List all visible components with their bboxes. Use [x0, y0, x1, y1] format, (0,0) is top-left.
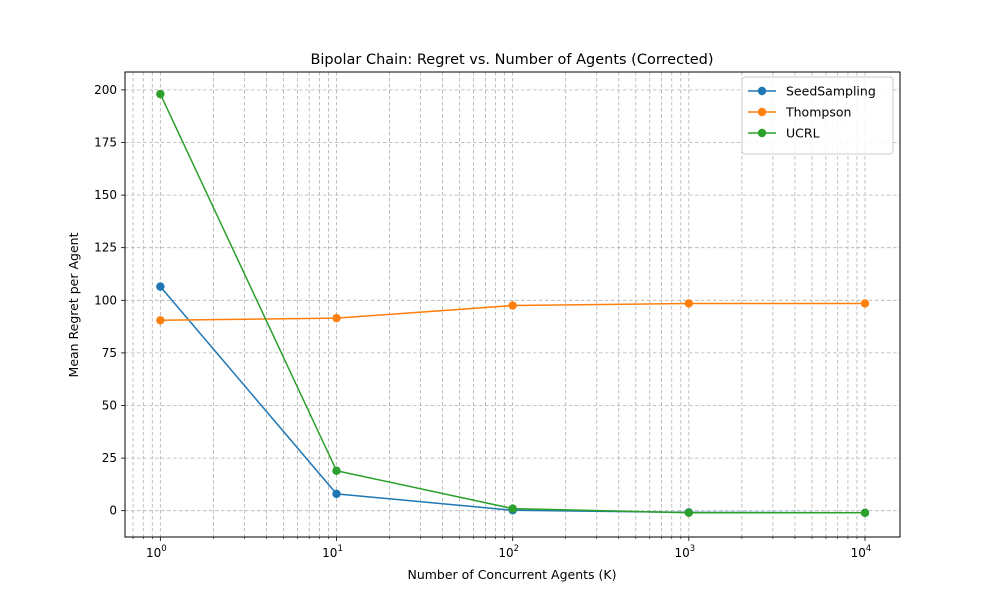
- y-tick-label: 0: [109, 504, 117, 518]
- x-tick-base: 10: [322, 546, 337, 560]
- y-axis: 0 25 50 75 100 125 150 175 200: [94, 83, 125, 518]
- x-axis: 100 101 102 103 104: [132, 537, 872, 560]
- legend-marker-thompson: [757, 107, 767, 117]
- x-tick-exponent: 0: [161, 544, 166, 554]
- x-axis-label: Number of Concurrent Agents (K): [407, 567, 616, 582]
- data-point-thompson: [332, 313, 341, 323]
- y-tick-label: 100: [94, 293, 117, 307]
- y-tick-label: 200: [94, 83, 117, 97]
- x-tick-base: 10: [498, 546, 513, 560]
- data-point-ucrl: [332, 466, 341, 475]
- x-tick-base: 10: [146, 546, 161, 560]
- y-tick-label: 75: [102, 346, 117, 360]
- y-tick-label: 175: [94, 135, 117, 149]
- y-tick-label: 50: [102, 398, 117, 412]
- data-point-ucrl: [508, 504, 517, 513]
- y-tick-label: 125: [94, 241, 117, 255]
- chart-title: Bipolar Chain: Regret vs. Number of Agen…: [310, 52, 713, 68]
- data-point-thompson: [860, 299, 870, 308]
- data-point-thompson: [156, 316, 165, 325]
- x-tick-label: 102: [498, 544, 519, 560]
- x-tick-label: 100: [146, 544, 167, 560]
- x-tick-exponent: 4: [866, 544, 871, 554]
- legend-label-ucrl: UCRL: [786, 126, 820, 141]
- legend-marker-ucrl: [757, 128, 767, 138]
- x-tick-exponent: 3: [690, 544, 695, 554]
- x-tick-exponent: 2: [514, 544, 519, 554]
- legend-label-seedsampling: SeedSampling: [786, 84, 876, 99]
- x-tick-exponent: 1: [337, 544, 342, 554]
- data-point-seedsampling: [332, 489, 341, 499]
- y-tick-label: 150: [94, 188, 117, 202]
- legend-marker-seedsampling: [757, 86, 767, 96]
- data-point-ucrl: [860, 508, 870, 518]
- data-point-ucrl: [156, 89, 165, 99]
- data-point-ucrl: [684, 508, 694, 518]
- data-point-thompson: [684, 299, 694, 308]
- x-tick-label: 103: [674, 544, 695, 560]
- x-tick-base: 10: [851, 546, 866, 560]
- series-layer: [156, 89, 870, 518]
- x-tick-base: 10: [674, 546, 689, 560]
- data-point-seedsampling: [156, 282, 165, 291]
- legend-box: [741, 76, 894, 155]
- data-point-thompson: [508, 301, 517, 310]
- legend: SeedSampling Thompson UCRL: [741, 76, 894, 155]
- x-tick-label: 101: [322, 544, 343, 560]
- x-tick-label: 104: [851, 544, 872, 560]
- legend-label-thompson: Thompson: [785, 105, 851, 120]
- y-axis-label: Mean Regret per Agent: [66, 232, 81, 377]
- y-tick-label: 25: [102, 451, 117, 465]
